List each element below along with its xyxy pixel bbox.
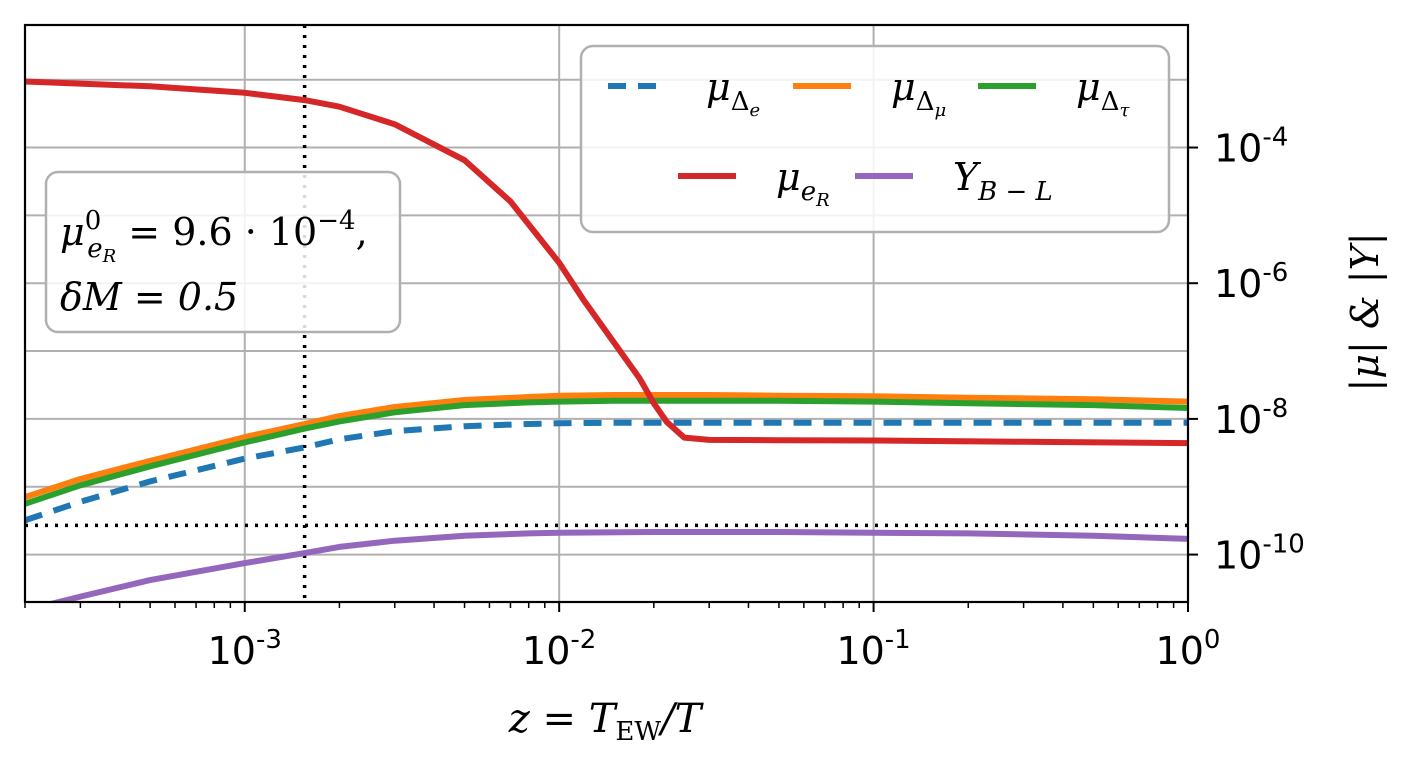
legend-items: μΔe μΔμ μΔτ μeR YB − L: [608, 65, 1130, 211]
reference-lines: [25, 25, 1188, 602]
x-tick-label: 100: [1156, 625, 1221, 673]
legend-label-mu_Dtau: μΔτ: [1076, 65, 1130, 121]
legend-frame: [579, 44, 1171, 234]
series-layer: [25, 78, 1188, 602]
series-line-mu_Dtau: [25, 397, 1188, 507]
legend-label-mu_Dmu: μΔμ: [891, 65, 946, 121]
x-tick-label: 10-1: [836, 625, 910, 673]
legend-label-mu_De: μΔe: [706, 65, 760, 121]
annotation-frame: [44, 170, 402, 334]
tick-layer: 10-3 10-2 10-1 100 10-10 10-8 10-6 10-4: [24, 123, 1305, 673]
x-tick-label: 10-2: [522, 625, 596, 673]
legend-label-Y_BL: YB − L: [953, 155, 1053, 207]
series-line-mu_eR: [25, 78, 1188, 447]
y-axis-label: |μ| & |Y|: [1343, 233, 1387, 392]
x-axis-label: z = TEW/T: [508, 696, 705, 747]
y-tick-label: 10-10: [1214, 530, 1305, 578]
plot-frame: [23, 23, 1190, 604]
legend: μΔe μΔμ μΔτ μeR YB − L: [579, 44, 1171, 234]
series-line-mu_Dmu: [25, 392, 1188, 501]
annotation-line-2: δM = 0.5: [60, 275, 238, 319]
legend-label-mu_eR: μeR: [776, 155, 830, 211]
annotation-box: μ0 eR = 9.6 · 10−4, δM = 0.5: [44, 170, 402, 334]
series-line-Y_BL: [46, 529, 1188, 602]
y-tick-label: 10-6: [1214, 258, 1288, 306]
x-tick-label: 10-3: [208, 625, 282, 673]
y-tick-label: 10-8: [1214, 394, 1288, 442]
y-tick-label: 10-4: [1214, 123, 1288, 171]
series-line-mu_De: [25, 419, 1188, 524]
annotation-line-1: μ0 eR = 9.6 · 10−4,: [60, 206, 368, 267]
